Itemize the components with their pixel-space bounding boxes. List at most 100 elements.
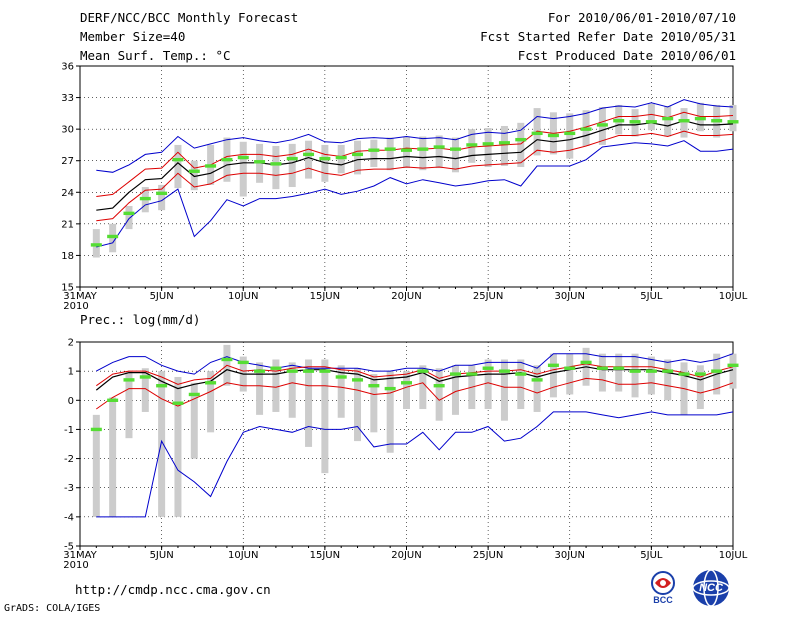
median-marker xyxy=(629,120,641,124)
median-marker xyxy=(90,427,102,432)
median-marker xyxy=(156,191,168,196)
panel-1: 15 18 21 24 27 30 33 36 31MAY 5JUN 10JUN 15JUN 20JUN… xyxy=(61,62,747,313)
y-tick-label: 2 xyxy=(68,338,74,349)
ensemble-box xyxy=(109,397,117,517)
ensemble-box xyxy=(321,359,329,474)
median-marker xyxy=(613,119,625,123)
median-marker xyxy=(270,162,282,166)
median-marker xyxy=(188,392,200,397)
ensemble-box xyxy=(533,365,541,412)
median-marker xyxy=(156,384,168,388)
ensemble-box xyxy=(451,365,459,415)
median-marker xyxy=(678,119,690,123)
y-tick-label: 36 xyxy=(61,62,74,73)
bcc-logo: BCC xyxy=(640,570,686,606)
ensemble-box xyxy=(403,371,410,410)
ensemble-box xyxy=(598,353,606,392)
median-marker xyxy=(531,131,543,136)
median-marker xyxy=(547,133,559,138)
ensemble-box xyxy=(647,103,655,131)
median-marker xyxy=(270,366,282,370)
y-tick-label: -1 xyxy=(64,425,74,436)
ensemble-box xyxy=(386,137,394,171)
median-marker xyxy=(433,145,445,149)
ensemble-box xyxy=(174,376,182,517)
x-tick-label: 30JUN xyxy=(555,291,585,302)
footer-url[interactable]: http://cmdp.ncc.cma.gov.cn xyxy=(75,582,271,597)
median-marker xyxy=(727,120,739,124)
median-marker xyxy=(188,169,200,173)
median-marker xyxy=(678,372,690,376)
median-marker xyxy=(107,398,119,402)
y-tick-label: 33 xyxy=(61,93,74,104)
x-tick-label: 10JUN xyxy=(228,291,258,302)
median-marker xyxy=(205,164,217,168)
median-marker xyxy=(711,369,723,373)
ensemble-box xyxy=(354,140,362,175)
header-line-1: DERF/NCC/BCC Monthly Forecast xyxy=(80,10,299,25)
y-tick-label: 30 xyxy=(61,125,74,136)
x-year-label: 2010 xyxy=(63,301,88,312)
median-marker xyxy=(449,147,461,151)
y-tick-label: -3 xyxy=(64,483,74,494)
ensemble-box xyxy=(549,353,557,398)
min-line xyxy=(96,411,734,518)
median-marker xyxy=(449,372,461,376)
header-right-line-3: Fcst Produced Date 2010/06/01 xyxy=(517,48,736,63)
y-tick-label: 15 xyxy=(61,283,74,294)
median-marker xyxy=(139,375,151,379)
x-tick-label: 15JUN xyxy=(310,291,340,302)
ensemble-box xyxy=(288,362,296,418)
median-marker xyxy=(319,156,331,161)
median-marker xyxy=(286,156,298,161)
ensemble-box xyxy=(305,140,313,179)
x-tick-label: 30JUN xyxy=(555,550,585,561)
y-tick-label: 21 xyxy=(61,219,74,230)
median-marker xyxy=(629,369,641,373)
median-marker xyxy=(352,152,364,157)
median-marker xyxy=(237,360,249,365)
median-marker xyxy=(254,160,266,164)
median-marker xyxy=(384,386,396,391)
median-marker xyxy=(90,243,102,247)
median-marker xyxy=(433,384,445,388)
ensemble-box xyxy=(386,371,394,453)
ensemble-box xyxy=(256,362,264,415)
ensemble-box xyxy=(631,353,639,398)
median-marker xyxy=(482,142,494,146)
median-marker xyxy=(694,372,706,376)
ensemble-box xyxy=(566,353,574,395)
ensemble-box xyxy=(190,382,198,459)
median-marker xyxy=(531,378,543,382)
ensemble-box xyxy=(190,160,198,191)
header-line-2: Member Size=40 xyxy=(80,29,186,44)
median-marker xyxy=(645,120,657,124)
median-marker xyxy=(303,369,315,373)
median-marker xyxy=(303,152,315,157)
ensemble-box xyxy=(647,356,655,395)
median-marker xyxy=(384,147,396,151)
min-line xyxy=(96,140,734,248)
header-right-line-2: Fcst Started Refer Date 2010/05/31 xyxy=(480,29,736,44)
median-marker xyxy=(237,155,249,160)
y-tick-label: 24 xyxy=(61,188,74,199)
x-tick-label: 5JUN xyxy=(150,550,174,561)
median-marker xyxy=(335,155,347,160)
x-tick-label: 31MAY xyxy=(63,550,97,561)
ensemble-box xyxy=(451,137,459,173)
median-marker xyxy=(368,148,380,152)
ensemble-box xyxy=(403,136,410,169)
x-tick-label: 5JUL xyxy=(640,550,663,561)
median-marker xyxy=(286,369,298,373)
ensemble-box xyxy=(92,414,100,517)
y-tick-label: -4 xyxy=(64,512,74,523)
ensemble-box xyxy=(484,359,492,410)
header-line-3: Mean Surf. Temp.: °C xyxy=(80,48,231,63)
ensemble-box xyxy=(566,113,574,159)
x-tick-label: 20JUN xyxy=(391,291,421,302)
median-marker xyxy=(564,131,576,136)
y-tick-label: -2 xyxy=(64,454,74,465)
median-marker xyxy=(335,375,347,379)
median-marker xyxy=(727,363,739,368)
median-marker xyxy=(662,369,674,373)
